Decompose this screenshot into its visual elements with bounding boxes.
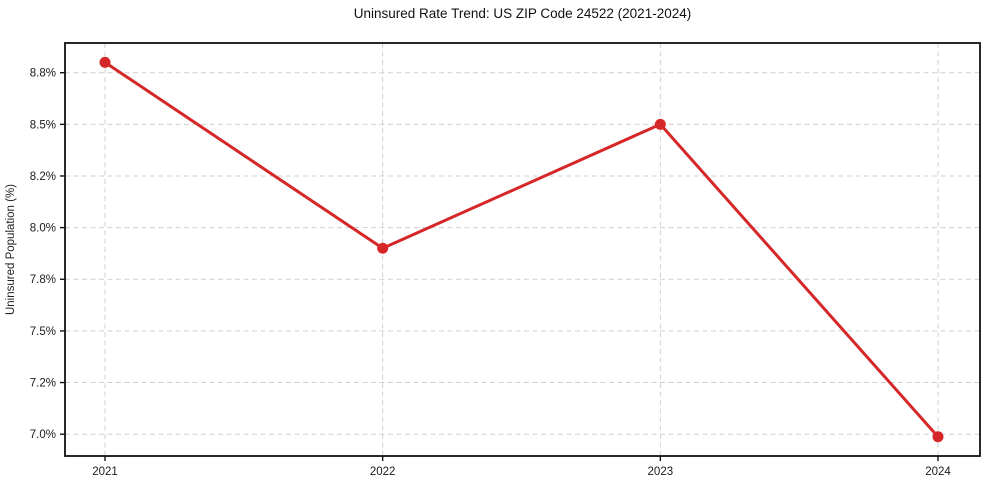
chart-title: Uninsured Rate Trend: US ZIP Code 24522 … bbox=[353, 6, 692, 21]
y-tick-label: 7.5% bbox=[30, 326, 56, 338]
axes-spines bbox=[64, 42, 981, 457]
data-point-2024 bbox=[932, 431, 944, 443]
x-tick-label: 2023 bbox=[648, 466, 674, 478]
trend-line bbox=[103, 60, 940, 439]
y-axis-title: Uninsured Population (%) bbox=[5, 183, 17, 316]
y-tick-label: 7.2% bbox=[30, 377, 56, 389]
y-tick-label: 8.0% bbox=[30, 223, 56, 235]
y-tick-label: 7.0% bbox=[30, 429, 56, 441]
x-tick-label: 2024 bbox=[925, 466, 951, 478]
data-point-2021 bbox=[99, 56, 111, 68]
x-tick-label: 2022 bbox=[370, 466, 396, 478]
y-tick-label: 8.5% bbox=[30, 119, 56, 131]
data-point-2022 bbox=[377, 242, 389, 254]
data-point-2023 bbox=[654, 118, 666, 130]
y-tick-label: 8.2% bbox=[30, 171, 56, 183]
y-tick-label: 8.8% bbox=[30, 68, 56, 80]
y-tick-label: 7.8% bbox=[30, 274, 56, 286]
x-tick-label: 2021 bbox=[92, 466, 118, 478]
